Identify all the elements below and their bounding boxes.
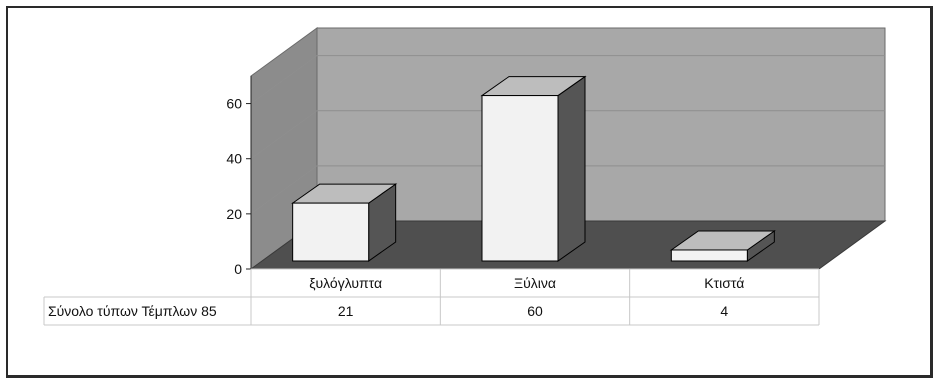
y-axis: 0 20 40 60 xyxy=(226,76,252,277)
chart-gridlines xyxy=(250,55,885,215)
table-value: 4 xyxy=(720,303,728,319)
gridline xyxy=(250,55,885,104)
bar-front xyxy=(670,249,748,262)
bar-side xyxy=(557,75,586,262)
bar-front xyxy=(292,202,370,262)
y-tick-label: 40 xyxy=(226,151,242,167)
chart-bars xyxy=(291,75,776,262)
back-wall xyxy=(316,27,886,222)
chart-frame: 0 20 40 60 ξυλόγλυπτα 21 Ξύλινα 60 Κτιστά 4 Σύνολ… xyxy=(6,6,933,378)
y-tick-label: 0 xyxy=(234,261,242,277)
table-row-label: Σύνολο τύπων Τέμπλων 85 xyxy=(48,303,217,319)
gridline xyxy=(250,165,885,215)
table-value: 21 xyxy=(338,303,354,319)
bar-2 xyxy=(480,75,587,262)
table-value: 60 xyxy=(527,303,543,319)
bar-1 xyxy=(291,183,398,262)
gridline xyxy=(250,110,885,160)
y-tick-label: 20 xyxy=(226,206,242,222)
category-label: Ξύλινα xyxy=(514,275,556,291)
bar-front xyxy=(481,95,559,262)
y-tick-label: 60 xyxy=(226,96,242,112)
category-label: ξυλόγλυπτα xyxy=(309,275,382,291)
data-table: ξυλόγλυπτα 21 Ξύλινα 60 Κτιστά 4 Σύνολο τύπων … xyxy=(43,268,820,326)
category-label: Κτιστά xyxy=(704,275,744,291)
bar-3 xyxy=(669,230,776,262)
chart-svg: 0 20 40 60 ξυλόγλυπτα 21 Ξύλινα 60 Κτιστά 4 Σύνολ… xyxy=(43,27,887,326)
